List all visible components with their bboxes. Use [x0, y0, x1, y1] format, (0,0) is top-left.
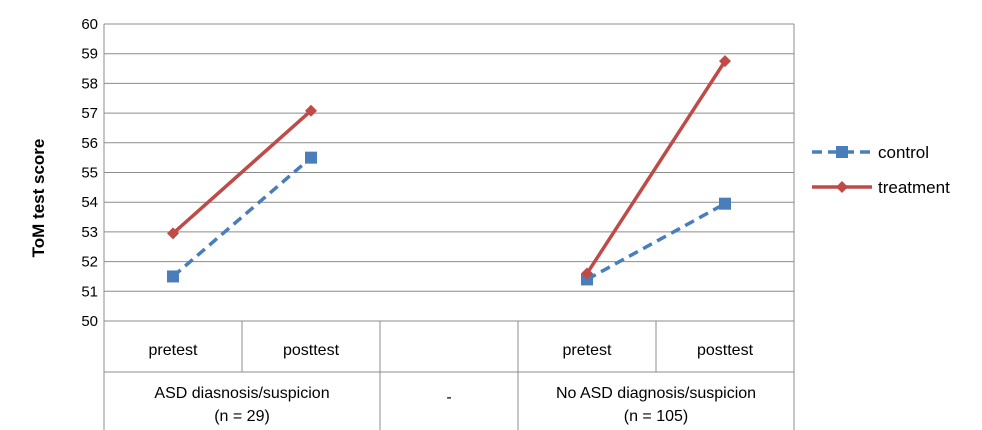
- data-point-square: [305, 151, 317, 164]
- group-sample-size: (n = 29): [214, 408, 270, 425]
- y-tick-label: 56: [81, 135, 98, 152]
- series: [167, 55, 731, 286]
- data-point-diamond: [581, 267, 593, 280]
- group-label: No ASD diagnosis/suspicion: [556, 385, 756, 402]
- legend: control treatment: [812, 143, 950, 197]
- y-tick-label: 55: [81, 165, 98, 182]
- series-line-treatment: [585, 60, 727, 275]
- series-line-control: [586, 202, 726, 281]
- data-point-diamond: [836, 181, 848, 193]
- data-point-square: [836, 146, 848, 158]
- group-sample-size: (n = 105): [624, 408, 688, 425]
- legend-item-control: control: [812, 143, 929, 162]
- legend-item-treatment: treatment: [812, 178, 950, 197]
- y-tick-label: 59: [81, 46, 98, 63]
- y-tick-label: 52: [81, 254, 98, 271]
- category-labels: pretest posttest pretest posttest ASD diasno…: [149, 342, 757, 425]
- x-sublabel: pretest: [563, 342, 612, 359]
- group-label: -: [446, 389, 451, 406]
- series-line-treatment: [171, 109, 313, 235]
- x-sublabel: posttest: [283, 342, 340, 359]
- data-point-square: [167, 270, 179, 283]
- legend-label: control: [878, 143, 929, 162]
- y-tick-label: 53: [81, 224, 98, 241]
- y-tick-labels: 50 51 52 53 54 55 56 57 58 59 60: [81, 16, 98, 330]
- y-tick-label: 50: [81, 313, 98, 330]
- data-point-square: [719, 197, 731, 210]
- y-tick-label: 60: [81, 16, 98, 33]
- series-control: [167, 151, 731, 286]
- series-treatment: [167, 55, 731, 280]
- gridlines: [104, 23, 794, 322]
- x-sublabel: pretest: [149, 342, 198, 359]
- y-tick-label: 51: [81, 283, 98, 300]
- data-point-diamond: [719, 55, 731, 68]
- legend-label: treatment: [878, 178, 950, 197]
- x-sublabel: posttest: [697, 342, 754, 359]
- y-tick-label: 58: [81, 75, 98, 92]
- data-point-diamond: [305, 104, 317, 117]
- axis-frame: [103, 24, 795, 430]
- y-tick-label: 57: [81, 105, 98, 122]
- group-label: ASD diasnosis/suspicion: [154, 385, 329, 402]
- y-tick-label: 54: [81, 194, 98, 211]
- series-line-control: [171, 156, 313, 278]
- data-point-diamond: [167, 227, 179, 240]
- y-axis-title: ToM test score: [29, 139, 48, 258]
